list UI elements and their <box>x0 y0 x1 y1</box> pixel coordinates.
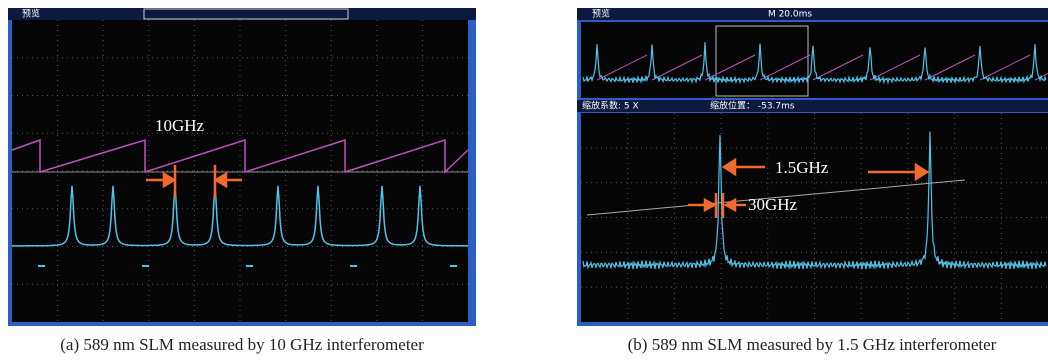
header-bar <box>577 8 1048 20</box>
header-bar <box>8 8 476 20</box>
annotation: 10GHz <box>155 116 205 135</box>
header: 预览 <box>592 8 610 20</box>
zoom-factor: 缩放系数: 5 X <box>582 100 639 112</box>
caption: (a) 589 nm SLM measured by 10 GHz interf… <box>60 335 424 354</box>
header-bar <box>577 100 1048 112</box>
figure: 预览 10GHz (a) 589 nm SLM measured by 10 G… <box>0 0 1048 362</box>
annotation: 1.5GHz <box>775 158 829 177</box>
zoom-position: 缩放位置： -53.7ms <box>710 100 795 112</box>
header: 预览 <box>22 8 40 20</box>
annotation: 30GHz <box>748 195 798 214</box>
timebase: M 20.0ms <box>768 10 812 20</box>
caption: (b) 589 nm SLM measured by 1.5 GHz inter… <box>628 335 997 354</box>
